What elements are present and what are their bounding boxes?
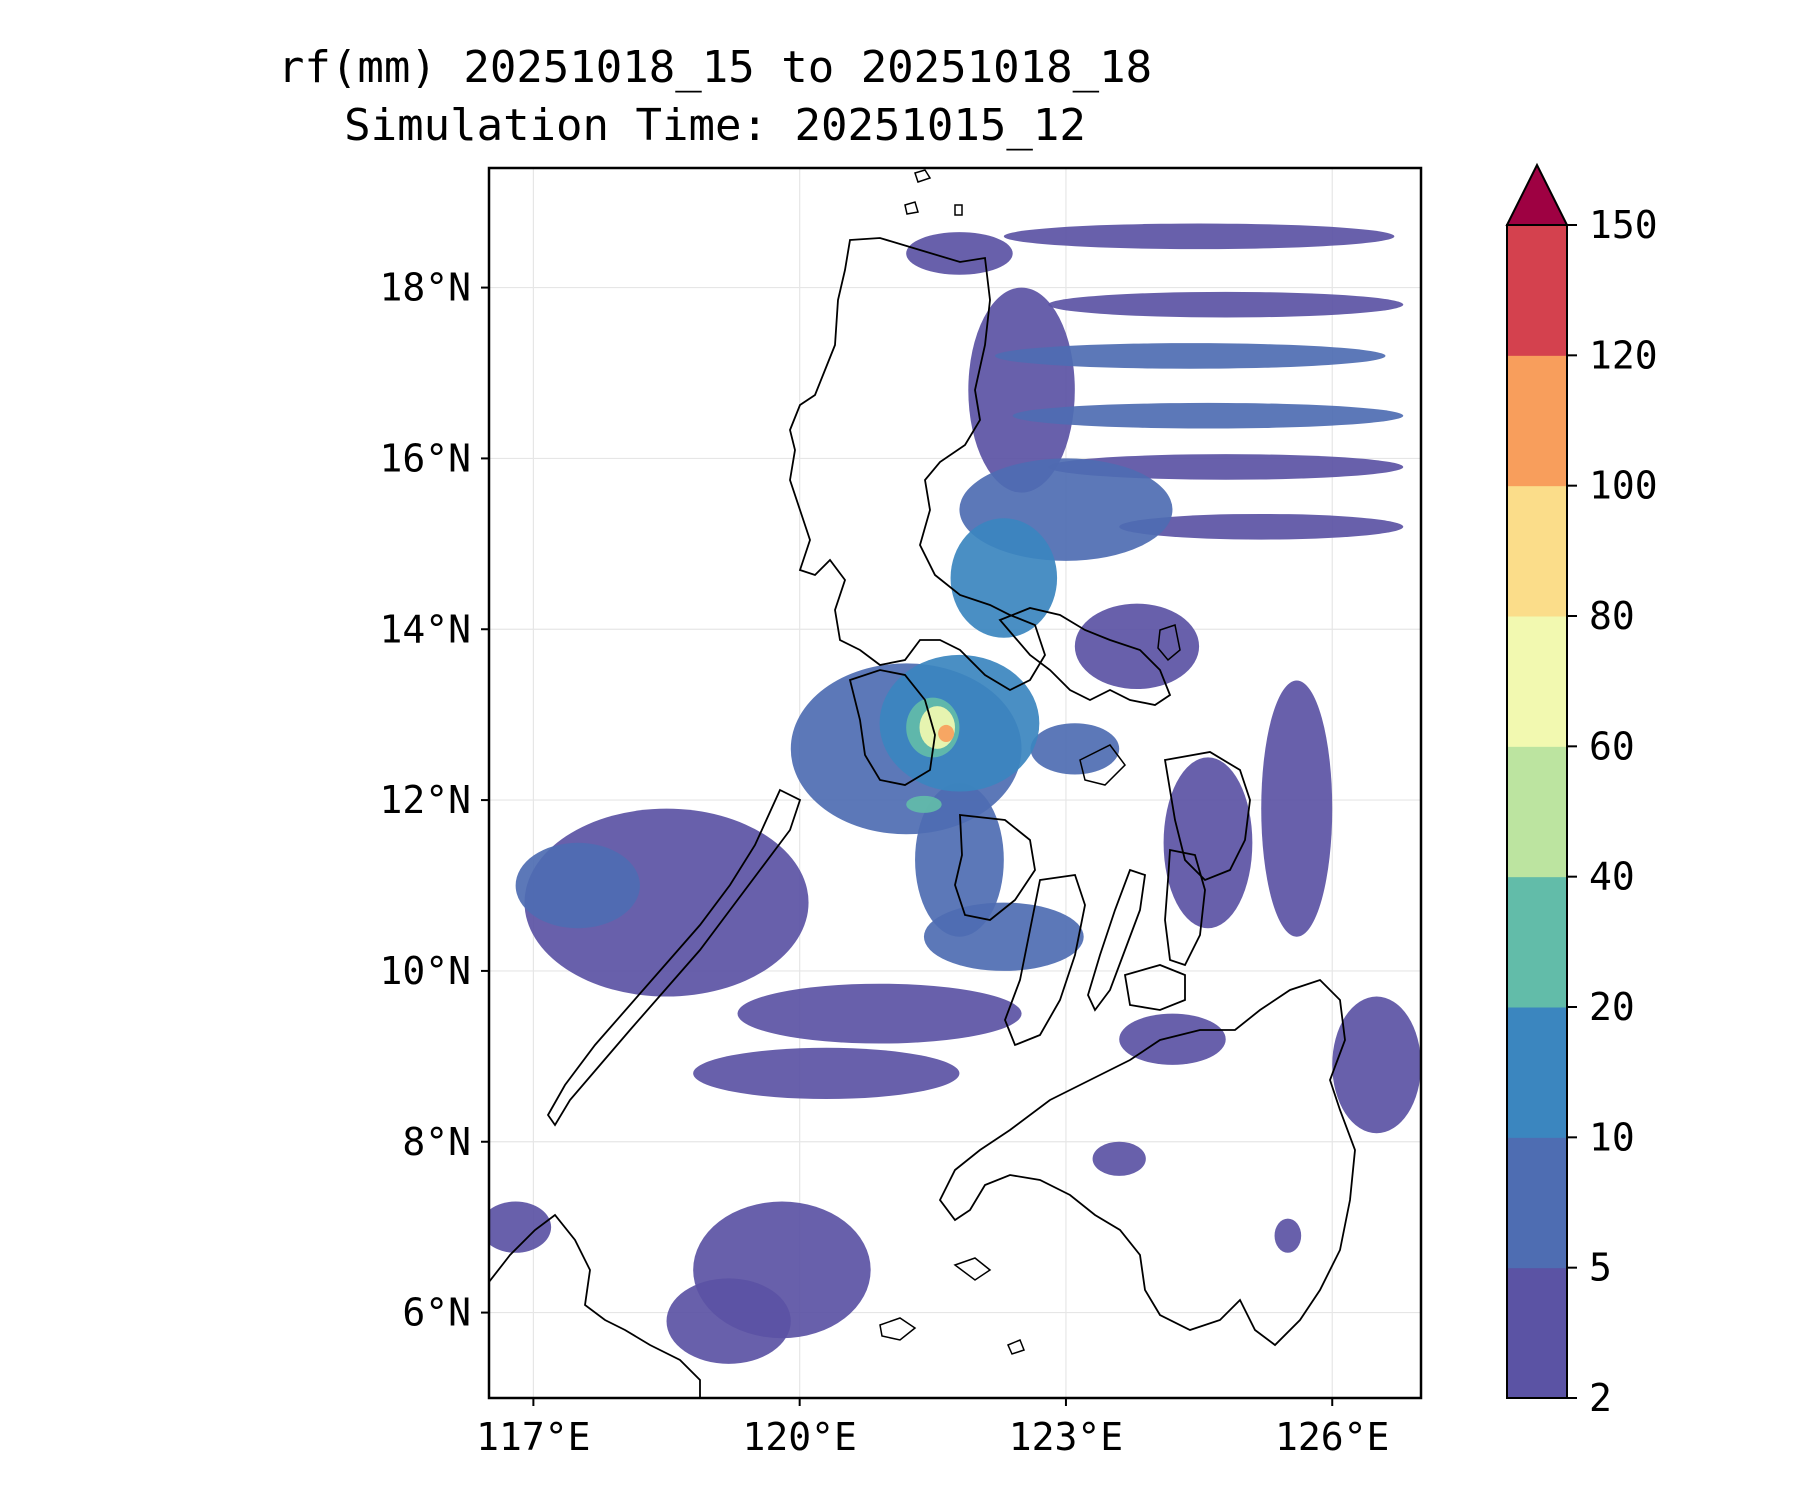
lon-tick-label-3: 126°E bbox=[1275, 1415, 1389, 1459]
rain-cell-3 bbox=[1048, 291, 1404, 318]
colorbar-label-4: 40 bbox=[1589, 855, 1635, 899]
lon-tick-label-0: 117°E bbox=[476, 1415, 590, 1459]
rain-cell-6 bbox=[1074, 603, 1200, 690]
colorbar-segment-8 bbox=[1507, 225, 1567, 356]
colorbar-segment-5 bbox=[1507, 616, 1567, 747]
lat-tick-label-2: 10°N bbox=[379, 949, 471, 993]
coastline-leyte bbox=[1164, 848, 1206, 967]
rain-cell-17 bbox=[1274, 1218, 1302, 1253]
colorbar-label-2: 10 bbox=[1589, 1115, 1635, 1159]
lon-tick-label-1: 120°E bbox=[742, 1415, 856, 1459]
rain-cell-18 bbox=[489, 1201, 552, 1253]
rainfall-field bbox=[489, 223, 1421, 1364]
rain-cell-19 bbox=[994, 343, 1386, 369]
colorbar-segment-4 bbox=[1507, 746, 1567, 878]
colorbar-label-6: 80 bbox=[1589, 594, 1635, 638]
coastline-sulu-islands bbox=[879, 1257, 1025, 1355]
rain-cell-11 bbox=[693, 1047, 960, 1100]
colorbar-label-7: 100 bbox=[1589, 464, 1658, 508]
colorbar-extend-arrow bbox=[1505, 162, 1569, 226]
colorbar-segment-0 bbox=[1507, 1267, 1567, 1399]
colorbar-label-9: 150 bbox=[1589, 203, 1658, 247]
colorbar-label-1: 5 bbox=[1589, 1246, 1612, 1290]
lat-tick-label-5: 16°N bbox=[379, 436, 471, 480]
rain-cell-24 bbox=[923, 902, 1084, 971]
colorbar-label-8: 120 bbox=[1589, 333, 1658, 377]
lat-tick-label-0: 6°N bbox=[402, 1291, 471, 1335]
colorbar-segment-2 bbox=[1507, 1007, 1567, 1138]
rain-cell-20 bbox=[1012, 402, 1404, 429]
colorbar: 2 5 10 20 40 60 80 100 120 150 bbox=[1505, 162, 1658, 1420]
rain-cell-8 bbox=[1163, 757, 1253, 929]
coastline-palawan bbox=[546, 788, 802, 1127]
coastline-mindanao bbox=[938, 978, 1356, 1347]
colorbar-label-3: 20 bbox=[1589, 985, 1635, 1029]
rain-cell-7 bbox=[1261, 680, 1333, 937]
colorbar-frame bbox=[1506, 224, 1568, 1399]
map-frame bbox=[487, 166, 1423, 1400]
colorbar-label-5: 60 bbox=[1589, 724, 1635, 768]
rain-cell-27 bbox=[950, 518, 1058, 638]
lon-tick-label-2: 123°E bbox=[1009, 1415, 1123, 1459]
coastline-borneo bbox=[489, 1213, 701, 1398]
rain-cell-14 bbox=[1332, 996, 1421, 1134]
lat-tick-label-1: 8°N bbox=[402, 1120, 471, 1164]
coastline-batanes bbox=[904, 169, 963, 216]
coastline-bicol bbox=[998, 607, 1172, 706]
coastline-mindoro bbox=[848, 669, 936, 786]
rain-cell-32 bbox=[938, 724, 955, 742]
rain-cell-2 bbox=[1003, 223, 1395, 250]
lat-tick-label-4: 14°N bbox=[379, 607, 471, 651]
rain-cell-16 bbox=[1119, 1013, 1226, 1065]
coastline-masbate bbox=[1079, 744, 1126, 786]
coastline-negros bbox=[1004, 874, 1086, 1047]
rain-cell-28 bbox=[879, 654, 1040, 792]
rain-cell-26 bbox=[515, 842, 640, 929]
colorbar-segment-3 bbox=[1507, 876, 1567, 1008]
coastlines bbox=[489, 169, 1356, 1398]
rain-cell-5 bbox=[1119, 513, 1404, 540]
rain-cell-0 bbox=[906, 232, 1013, 275]
colorbar-segment-7 bbox=[1507, 355, 1567, 487]
rain-cell-1 bbox=[968, 287, 1075, 493]
coastline-luzon bbox=[789, 237, 1046, 692]
rain-cell-10 bbox=[737, 983, 1022, 1044]
lat-tick-label-6: 18°N bbox=[379, 266, 471, 310]
rain-cell-23 bbox=[915, 783, 1004, 937]
coastline-catanduanes bbox=[1157, 624, 1181, 662]
rain-cell-30 bbox=[906, 795, 942, 813]
coastline-cebu bbox=[1087, 868, 1146, 1012]
coastline-samar bbox=[1163, 751, 1251, 882]
rain-cell-25 bbox=[1030, 723, 1120, 775]
coastline-panay bbox=[954, 813, 1036, 921]
map-axes: 117°E 120°E 123°E 126°E 6°N 8°N 10°N 12°N 14°N 16… bbox=[379, 266, 1389, 1459]
map-subtitle: Simulation Time: 20251015_12 bbox=[344, 100, 1086, 151]
colorbar-label-0: 2 bbox=[1589, 1376, 1612, 1420]
map-title: rf(mm) 20251018_15 to 20251018_18 bbox=[277, 42, 1153, 93]
rain-cell-13 bbox=[666, 1278, 791, 1364]
colorbar-segment-6 bbox=[1507, 485, 1567, 617]
rain-cell-15 bbox=[1092, 1141, 1146, 1176]
coastline-bohol bbox=[1123, 964, 1186, 1011]
lat-tick-label-3: 12°N bbox=[379, 778, 471, 822]
colorbar-segment-1 bbox=[1507, 1137, 1567, 1269]
